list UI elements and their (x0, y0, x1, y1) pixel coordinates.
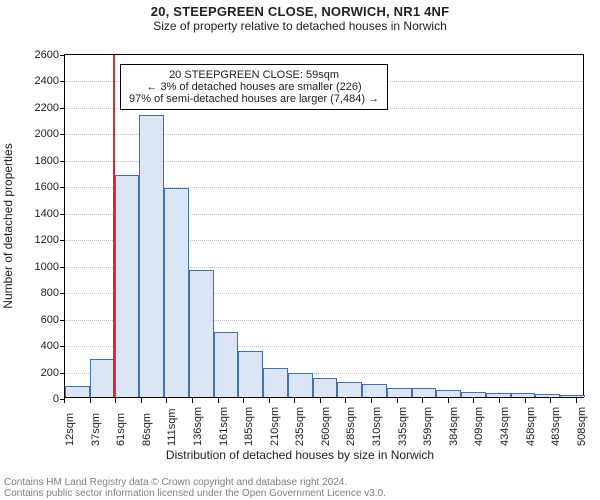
x-tick-mark (90, 398, 91, 403)
histogram-bar (65, 386, 90, 397)
footer: Contains HM Land Registry data © Crown c… (4, 477, 596, 499)
histogram-bar (387, 388, 412, 397)
x-tick-mark (141, 398, 142, 403)
histogram-bar (214, 332, 239, 397)
x-tick-label: 285sqm (345, 407, 357, 446)
x-tick-label: 185sqm (243, 407, 255, 446)
x-tick-label: 508sqm (576, 407, 588, 446)
x-tick-mark (218, 398, 219, 403)
x-tick-mark (115, 398, 116, 403)
x-tick-label: 161sqm (218, 407, 230, 446)
histogram-bar (189, 270, 214, 397)
x-tick-label: 310sqm (371, 407, 383, 446)
x-tick-mark (269, 398, 270, 403)
x-tick-mark (192, 398, 193, 403)
x-tick-mark (422, 398, 423, 403)
histogram-bar (486, 393, 511, 397)
histogram-bar (337, 382, 362, 397)
histogram-bar (288, 373, 313, 397)
histogram-bar (139, 115, 164, 397)
x-tick-label: 37sqm (90, 413, 102, 446)
x-tick-label: 384sqm (448, 407, 460, 446)
x-tick-mark (525, 398, 526, 403)
x-tick-mark (397, 398, 398, 403)
y-tick-label: 800 (41, 287, 65, 299)
histogram-bar (164, 188, 189, 397)
y-tick-label: 2600 (35, 49, 65, 61)
x-tick-label: 359sqm (422, 407, 434, 446)
histogram-bar (362, 384, 387, 397)
histogram-bar (436, 390, 461, 397)
y-tick-label: 2000 (35, 128, 65, 140)
x-tick-label: 210sqm (269, 407, 281, 446)
annotation-line-3: 97% of semi-detached houses are larger (… (129, 93, 379, 105)
x-tick-mark (499, 398, 500, 403)
chart-title: 20, STEEPGREEN CLOSE, NORWICH, NR1 4NF (0, 4, 600, 19)
y-tick-label: 1000 (35, 261, 65, 273)
y-tick-label: 2200 (35, 102, 65, 114)
x-tick-mark (320, 398, 321, 403)
x-tick-label: 12sqm (64, 413, 76, 446)
x-tick-mark (345, 398, 346, 403)
y-tick-label: 1400 (35, 208, 65, 220)
x-tick-label: 235sqm (294, 407, 306, 446)
x-tick-label: 136sqm (192, 407, 204, 446)
histogram-bar (90, 359, 115, 397)
x-tick-label: 61sqm (115, 413, 127, 446)
histogram-bar (535, 394, 560, 397)
property-marker-line (113, 55, 115, 397)
y-tick-label: 1200 (35, 234, 65, 246)
x-tick-mark (243, 398, 244, 403)
x-tick-label: 335sqm (397, 407, 409, 446)
chart-subtitle: Size of property relative to detached ho… (0, 19, 600, 33)
x-tick-label: 409sqm (473, 407, 485, 446)
histogram-bar (412, 388, 437, 397)
x-tick-mark (294, 398, 295, 403)
x-tick-label: 434sqm (499, 407, 511, 446)
x-tick-mark (550, 398, 551, 403)
footer-line-1: Contains HM Land Registry data © Crown c… (4, 477, 596, 488)
x-tick-label: 260sqm (320, 407, 332, 446)
annotation-line-1: 20 STEEPGREEN CLOSE: 59sqm (129, 69, 379, 81)
x-axis-label: Distribution of detached houses by size … (0, 448, 600, 462)
chart-container: { "title": "20, STEEPGREEN CLOSE, NORWIC… (0, 4, 600, 500)
x-tick-mark (473, 398, 474, 403)
histogram-bar (238, 351, 263, 397)
x-tick-label: 483sqm (550, 407, 562, 446)
histogram-bar (313, 378, 338, 397)
y-tick-label: 2400 (35, 75, 65, 87)
annotation-line-2: ← 3% of detached houses are smaller (226… (129, 81, 379, 93)
histogram-bar (263, 368, 288, 397)
y-axis-label: Number of detached properties (1, 143, 15, 308)
x-tick-label: 458sqm (525, 407, 537, 446)
x-tick-label: 111sqm (166, 408, 178, 446)
y-tick-label: 600 (41, 314, 65, 326)
histogram-bar (560, 395, 585, 397)
x-tick-mark (64, 398, 65, 403)
annotation-box: 20 STEEPGREEN CLOSE: 59sqm ← 3% of detac… (120, 64, 388, 110)
histogram-bar (115, 175, 140, 397)
footer-line-2: Contains public sector information licen… (4, 488, 596, 499)
x-tick-mark (166, 398, 167, 403)
x-tick-mark (448, 398, 449, 403)
histogram-bar (461, 392, 486, 397)
y-tick-label: 1600 (35, 181, 65, 193)
y-tick-label: 400 (41, 340, 65, 352)
y-tick-label: 200 (41, 367, 65, 379)
histogram-bar (511, 393, 536, 397)
x-tick-mark (371, 398, 372, 403)
x-tick-mark (576, 398, 577, 403)
x-tick-label: 86sqm (141, 413, 153, 446)
x-ticks: 12sqm 37sqm 61sqm 86sqm 111sqm 136sqm 161sqm 18… (64, 398, 584, 448)
y-tick-label: 1800 (35, 155, 65, 167)
